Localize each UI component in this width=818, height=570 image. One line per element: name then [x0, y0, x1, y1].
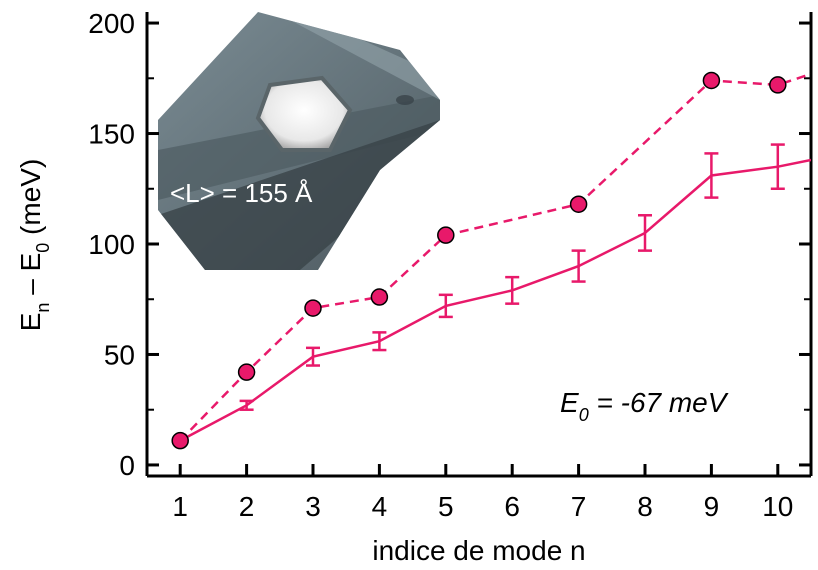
data-point [304, 299, 322, 317]
data-point [237, 363, 256, 381]
data-point [437, 226, 455, 244]
y-axis-title-unit: (meV) [15, 159, 46, 243]
data-point [569, 195, 588, 213]
y-tick-label: 200 [88, 8, 135, 39]
inset-image [158, 12, 440, 270]
x-axis-title: indice de mode n [372, 535, 585, 566]
y-tick-label: 0 [119, 450, 135, 481]
y-axis-title-minus: – [15, 271, 46, 302]
x-tick-label: 2 [239, 491, 255, 522]
x-tick-label: 8 [637, 491, 653, 522]
y-tick-label: 150 [88, 119, 135, 150]
x-tick-label: 1 [172, 491, 188, 522]
y-axis-ticks: 0 50 100 150 200 [88, 8, 811, 481]
data-point [769, 76, 787, 94]
y-axis-title-sub-0: 0 [33, 243, 53, 253]
x-tick-label: 6 [504, 491, 520, 522]
inset-label: <L> = 155 Å [170, 178, 313, 208]
x-axis-ticks: 1 2 3 4 5 6 7 8 9 10 [172, 464, 793, 522]
x-tick-label: 5 [438, 491, 454, 522]
y-axis-title: En – E0 (meV) [15, 159, 53, 332]
data-point [171, 431, 189, 450]
x-tick-label: 4 [372, 491, 388, 522]
y-axis-title-base: E [15, 313, 46, 332]
x-tick-label: 9 [704, 491, 720, 522]
e0-annotation: E0 = -67 meV [560, 387, 729, 425]
svg-text:En – E0 (meV): En – E0 (meV) [15, 159, 53, 332]
y-axis-title-sub-n: n [33, 303, 53, 313]
data-point [702, 71, 721, 90]
x-tick-label: 7 [571, 491, 587, 522]
x-tick-label: 3 [305, 491, 321, 522]
y-tick-label: 50 [104, 339, 135, 370]
y-axis-title-base-2: E [15, 253, 46, 272]
x-tick-label: 10 [762, 491, 793, 522]
markers [171, 71, 787, 450]
y-tick-label: 100 [88, 229, 135, 260]
data-point [370, 288, 389, 306]
